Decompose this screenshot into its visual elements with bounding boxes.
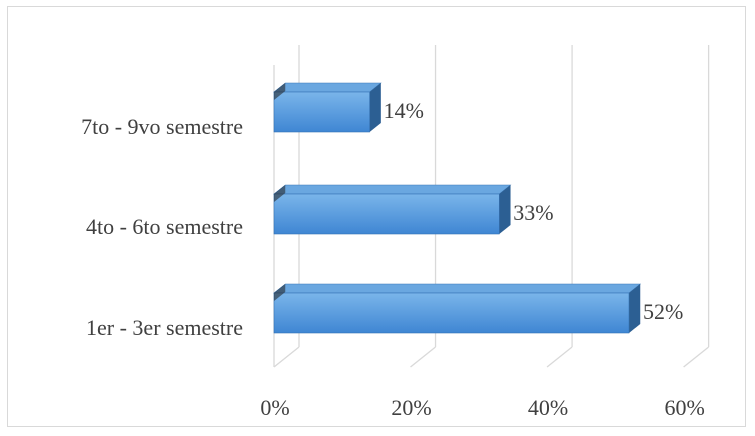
x-tick-label-60: 60% — [664, 395, 704, 420]
bar-top-face — [273, 184, 512, 195]
bar-front-face — [273, 91, 370, 133]
bar-1 — [273, 283, 642, 334]
x-tick-label-0: 0% — [260, 395, 289, 420]
bar-back-edge — [274, 83, 286, 100]
bar-back-edge — [274, 185, 286, 202]
gridline-60 — [683, 45, 710, 368]
bar-top-face — [273, 82, 382, 93]
bar-front-face — [273, 292, 630, 334]
data-label-3: 14% — [384, 98, 424, 123]
labels: 0% 20% 40% 60% 52% 1er - 3er semestre 33% 4to -… — [81, 98, 705, 420]
bar-top-face — [273, 283, 642, 294]
x-tick-label-20: 20% — [391, 395, 431, 420]
category-label-1: 1er - 3er semestre — [86, 315, 243, 340]
bar-back-edge — [274, 284, 286, 301]
bar-side-face — [369, 83, 381, 132]
bar-side-face — [629, 284, 641, 333]
data-label-2: 33% — [513, 200, 553, 225]
bar-side-face — [499, 185, 511, 234]
data-label-1: 52% — [643, 299, 683, 324]
x-tick-label-40: 40% — [528, 395, 568, 420]
bar-front-face — [273, 193, 500, 235]
bar-3 — [273, 82, 382, 133]
category-label-2: 4to - 6to semestre — [86, 214, 243, 239]
bar-2 — [273, 184, 512, 235]
category-label-3: 7to - 9vo semestre — [81, 114, 243, 139]
bars — [273, 82, 642, 334]
